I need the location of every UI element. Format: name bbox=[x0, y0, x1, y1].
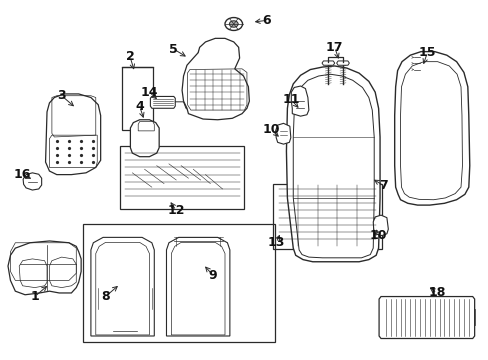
Polygon shape bbox=[286, 66, 379, 262]
Polygon shape bbox=[275, 123, 290, 144]
Text: 1: 1 bbox=[30, 290, 39, 303]
Polygon shape bbox=[378, 297, 474, 338]
Polygon shape bbox=[150, 96, 175, 108]
Circle shape bbox=[224, 18, 242, 31]
Text: 13: 13 bbox=[267, 236, 285, 249]
Bar bbox=[469, 309, 474, 325]
Bar bbox=[272, 184, 382, 249]
Text: 4: 4 bbox=[135, 100, 144, 113]
Text: 16: 16 bbox=[14, 168, 31, 181]
Text: 10: 10 bbox=[262, 123, 280, 136]
Text: 5: 5 bbox=[169, 42, 178, 55]
Polygon shape bbox=[8, 241, 81, 295]
Polygon shape bbox=[166, 237, 229, 336]
Text: 2: 2 bbox=[125, 50, 134, 63]
Text: 6: 6 bbox=[262, 14, 270, 27]
Text: 15: 15 bbox=[418, 46, 435, 59]
Text: 9: 9 bbox=[208, 269, 217, 282]
Polygon shape bbox=[394, 51, 469, 205]
Polygon shape bbox=[322, 61, 334, 65]
Polygon shape bbox=[91, 237, 154, 336]
Bar bbox=[380, 309, 385, 325]
Polygon shape bbox=[291, 86, 308, 116]
Polygon shape bbox=[130, 120, 159, 157]
Polygon shape bbox=[45, 94, 101, 175]
Text: 8: 8 bbox=[101, 290, 110, 303]
Text: 17: 17 bbox=[325, 41, 343, 54]
Text: 18: 18 bbox=[427, 287, 445, 300]
Polygon shape bbox=[182, 39, 249, 120]
Text: 10: 10 bbox=[369, 229, 386, 242]
Text: 3: 3 bbox=[57, 89, 66, 102]
Polygon shape bbox=[23, 173, 41, 190]
Polygon shape bbox=[336, 61, 348, 65]
Bar bbox=[120, 146, 244, 209]
Circle shape bbox=[229, 21, 238, 27]
Bar bbox=[136, 131, 155, 150]
Polygon shape bbox=[372, 215, 387, 235]
Text: 12: 12 bbox=[167, 204, 184, 217]
Text: 14: 14 bbox=[141, 86, 158, 99]
Text: 7: 7 bbox=[378, 179, 387, 192]
Bar bbox=[82, 224, 275, 342]
Bar bbox=[122, 67, 153, 130]
Text: 11: 11 bbox=[282, 93, 299, 106]
